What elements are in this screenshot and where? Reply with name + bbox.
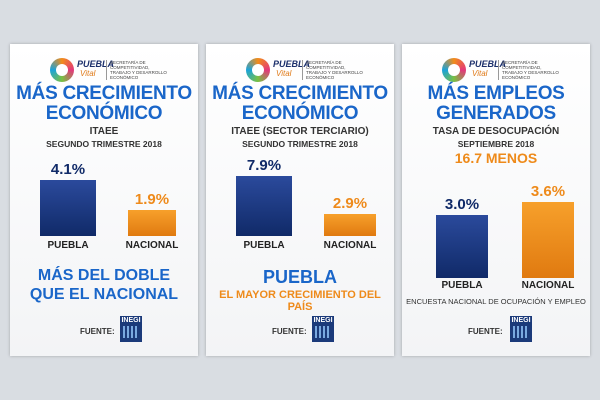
puebla-logo-icon: [442, 58, 466, 82]
source-label: FUENTE:: [468, 327, 503, 336]
category-label: PUEBLA: [243, 240, 285, 251]
inegi-logo: INEGI: [510, 316, 532, 342]
logo-secretaria: SECRETARÍA DE COMPETITIVIDAD, TRABAJO Y …: [502, 60, 559, 80]
category-label: NACIONAL: [323, 240, 377, 251]
panel-title-line2: GENERADOS: [436, 103, 556, 124]
bar-puebla: [236, 176, 292, 236]
puebla-logo-icon: [246, 58, 270, 82]
panel-title-line2: ECONÓMICO: [45, 103, 163, 124]
panel-title-line1: MÁS CRECIMIENTO: [212, 83, 388, 104]
bar-nacional: [324, 214, 376, 236]
bar-value-label: 7.9%: [246, 157, 282, 174]
infographic-panel-growth: PUEBLA Vital SECRETARÍA DE COMPETITIVIDA…: [10, 44, 198, 356]
slogan-line2: EL MAYOR CRECIMIENTO DEL PAÍS: [219, 289, 381, 313]
bar-nacional: [128, 210, 176, 236]
logo-word: PUEBLA: [273, 59, 311, 69]
source-label: FUENTE:: [272, 327, 307, 336]
logo-word: PUEBLA: [77, 59, 115, 69]
bar-puebla: [40, 180, 96, 236]
inegi-logo-text: INEGI: [511, 317, 531, 324]
puebla-logo: PUEBLA Vital SECRETARÍA DE COMPETITIVIDA…: [50, 58, 167, 84]
panel-title-line2: ECONÓMICO: [241, 103, 359, 124]
inegi-logo: INEGI: [120, 316, 142, 342]
slogan-line1: MÁS DEL DOBLE: [37, 267, 171, 284]
survey-source-note: ENCUESTA NACIONAL DE OCUPACIÓN Y EMPLEO: [406, 297, 586, 306]
bar-value-label: 1.9%: [134, 191, 170, 208]
puebla-logo: PUEBLA Vital SECRETARÍA DE COMPETITIVIDA…: [442, 58, 559, 84]
infographic-panel-employment: PUEBLA Vital SECRETARÍA DE COMPETITIVIDA…: [402, 44, 590, 356]
bar-value-label: 2.9%: [332, 195, 368, 212]
panel-title-line1: MÁS CRECIMIENTO: [16, 83, 192, 104]
logo-word-vital: Vital: [472, 69, 488, 78]
logo-word-vital: Vital: [80, 69, 96, 78]
slogan-line1: PUEBLA: [262, 267, 337, 287]
panel-title-line1: MÁS EMPLEOS: [427, 83, 565, 104]
highlight-value: 16.7 MENOS: [454, 150, 538, 166]
puebla-logo-icon: [50, 58, 74, 82]
inegi-logo: INEGI: [312, 316, 334, 342]
inegi-logo-icon: [315, 326, 331, 338]
inegi-logo-icon: [513, 326, 529, 338]
logo-secretaria: SECRETARÍA DE COMPETITIVIDAD, TRABAJO Y …: [110, 60, 167, 80]
panel-subtitle1: ITAEE: [89, 126, 119, 137]
logo-divider: [302, 60, 303, 80]
infographic-panel-tertiary: PUEBLA Vital SECRETARÍA DE COMPETITIVIDA…: [206, 44, 394, 356]
inegi-logo-icon: [123, 326, 139, 338]
panel-subtitle1: TASA DE DESOCUPACIÓN: [432, 126, 560, 137]
bar-value-label: 4.1%: [50, 161, 86, 178]
inegi-logo-text: INEGI: [121, 317, 141, 324]
panel-subtitle2: SEGUNDO TRIMESTRE 2018: [242, 139, 358, 149]
logo-divider: [106, 60, 107, 80]
bar-value-label: 3.6%: [530, 183, 566, 200]
source-label: FUENTE:: [80, 327, 115, 336]
panel-subtitle2: SEGUNDO TRIMESTRE 2018: [46, 139, 162, 149]
puebla-logo: PUEBLA Vital SECRETARÍA DE COMPETITIVIDA…: [246, 58, 363, 84]
panel-subtitle2: SEPTIEMBRE 2018: [457, 139, 535, 149]
category-label: PUEBLA: [47, 240, 89, 251]
logo-word: PUEBLA: [469, 59, 507, 69]
bar-nacional: [522, 202, 574, 278]
inegi-logo-text: INEGI: [313, 317, 333, 324]
category-label: NACIONAL: [521, 280, 575, 291]
logo-word-vital: Vital: [276, 69, 292, 78]
bar-value-label: 3.0%: [444, 196, 480, 213]
logo-secretaria: SECRETARÍA DE COMPETITIVIDAD, TRABAJO Y …: [306, 60, 363, 80]
bar-puebla: [436, 215, 488, 278]
logo-divider: [498, 60, 499, 80]
category-label: NACIONAL: [125, 240, 179, 251]
slogan-line2: QUE EL NACIONAL: [29, 286, 179, 303]
panel-subtitle1: ITAEE (SECTOR TERCIARIO): [231, 126, 369, 137]
category-label: PUEBLA: [441, 280, 483, 291]
